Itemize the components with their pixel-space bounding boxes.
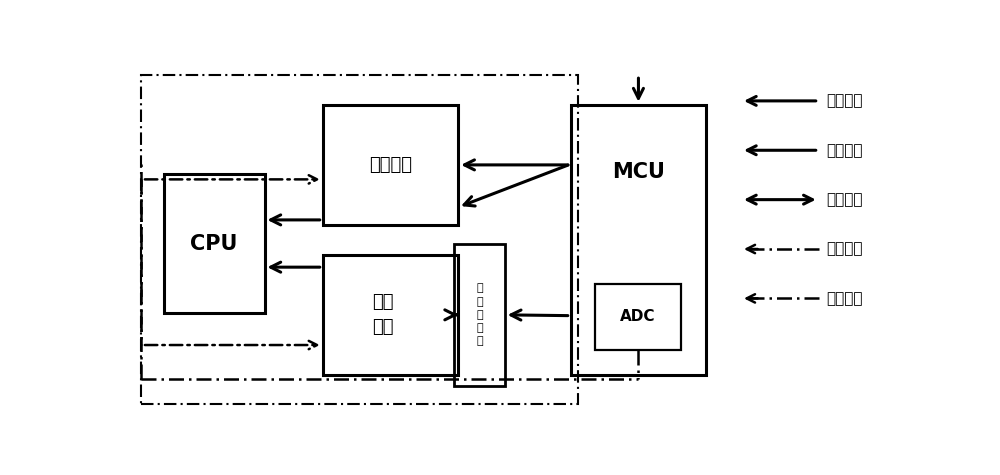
Text: 电源
模组: 电源 模组 xyxy=(372,294,393,336)
Text: 时钒供给: 时钒供给 xyxy=(826,94,863,108)
Bar xyxy=(323,104,458,225)
Bar xyxy=(595,284,681,350)
Text: 时钒模组: 时钒模组 xyxy=(369,156,412,174)
Text: 配置信号: 配置信号 xyxy=(826,192,863,207)
Text: MCU: MCU xyxy=(612,162,665,182)
Text: ADC: ADC xyxy=(620,309,656,324)
Bar xyxy=(454,244,505,386)
Bar xyxy=(571,104,706,375)
Bar xyxy=(164,174,264,313)
Bar xyxy=(140,76,578,405)
Text: 电源供给: 电源供给 xyxy=(826,143,863,158)
Bar xyxy=(323,255,458,375)
Text: 时钒反馈: 时钒反馈 xyxy=(826,241,863,256)
Text: 电源反馈: 电源反馈 xyxy=(826,291,863,306)
Text: 数
字
电
位
器: 数 字 电 位 器 xyxy=(476,284,483,346)
Text: CPU: CPU xyxy=(190,234,238,254)
